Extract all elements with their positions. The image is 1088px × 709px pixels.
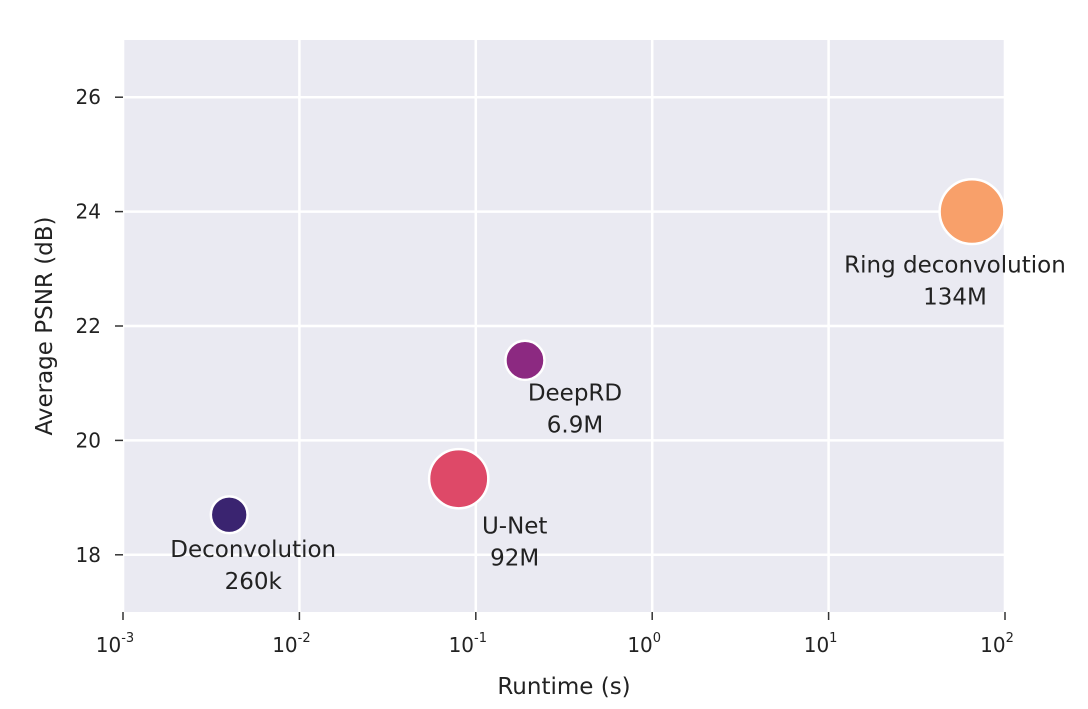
y-tick-label: 24 [76, 200, 101, 224]
x-tick-base: 10 [96, 633, 121, 657]
x-tick-base: 10 [449, 633, 474, 657]
x-tick-label: 100 [627, 631, 661, 657]
point-name-label: Ring deconvolution [844, 253, 1066, 279]
point-params-label: 134M [923, 285, 987, 311]
x-tick-label: 10-3 [96, 631, 134, 657]
data-point [427, 447, 490, 510]
data-point [938, 177, 1006, 246]
point-params-label: 92M [490, 546, 539, 572]
x-tick-label: 102 [980, 631, 1014, 657]
x-tick-exponent: -1 [474, 631, 487, 646]
point-name-label: Deconvolution [170, 537, 336, 563]
y-tick-label: 26 [76, 85, 101, 109]
y-tick-label: 18 [76, 543, 101, 567]
x-tick-label: 10-2 [272, 631, 310, 657]
y-tick-label: 20 [76, 428, 101, 452]
data-point [209, 495, 249, 535]
x-axis-label: Runtime (s) [497, 674, 630, 700]
data-point [504, 339, 546, 382]
x-tick-exponent: 0 [653, 631, 661, 646]
point-name-label: U-Net [482, 514, 548, 540]
x-tick-label: 101 [804, 631, 838, 657]
point-params-label: 260k [225, 569, 283, 595]
grid-lines [121, 40, 1007, 612]
x-tick-exponent: 2 [1006, 631, 1014, 646]
y-axis-label: Average PSNR (dB) [32, 216, 58, 435]
x-tick-exponent: -3 [121, 631, 134, 646]
x-tick-exponent: -2 [298, 631, 311, 646]
x-tick-base: 10 [804, 633, 829, 657]
x-tick-base: 10 [627, 633, 652, 657]
y-tick-label: 22 [76, 314, 101, 338]
x-tick-base: 10 [980, 633, 1005, 657]
x-tick-label: 10-1 [449, 631, 487, 657]
x-tick-base: 10 [272, 633, 297, 657]
x-tick-exponent: 1 [829, 631, 837, 646]
data-points: Deconvolution 260k U-Net 92M DeepRD 6.9M Ring … [170, 177, 1066, 595]
point-name-label: DeepRD [528, 380, 622, 406]
point-params-label: 6.9M [547, 412, 603, 438]
